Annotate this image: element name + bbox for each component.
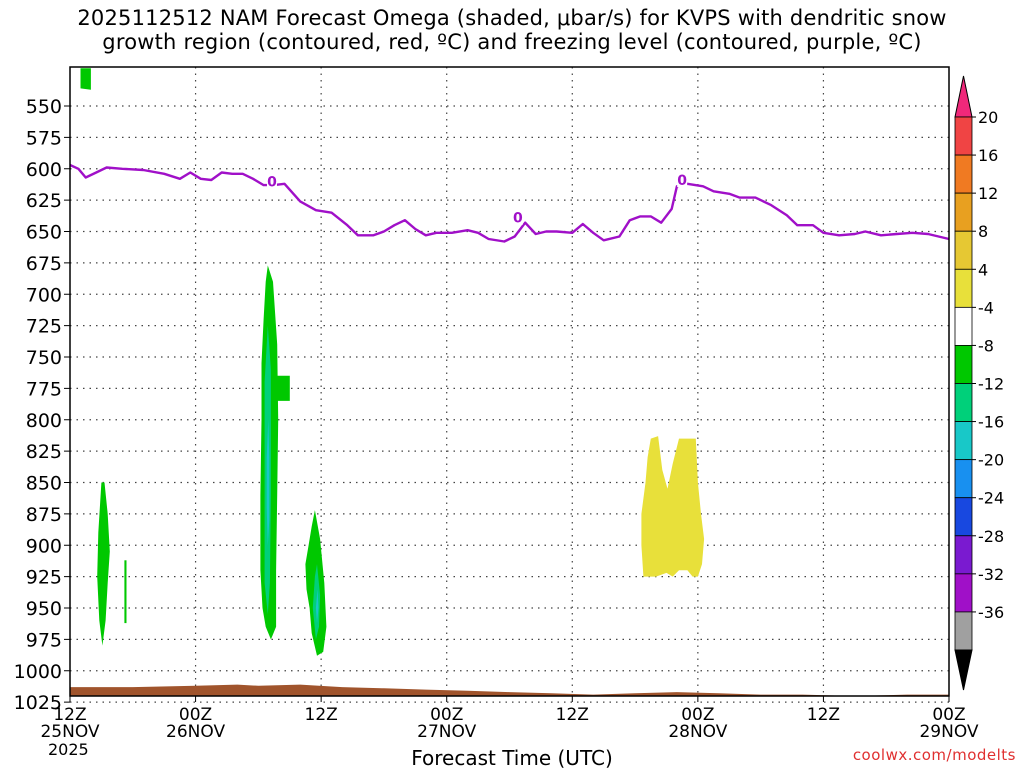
colorbar-label: -32 (978, 565, 1004, 584)
x-tick-label: 12Z (53, 705, 86, 725)
colorbar-label: 12 (978, 184, 998, 203)
colorbar-label: -24 (978, 489, 1004, 508)
colorbar-label: 16 (978, 146, 998, 165)
colorbar-segment (954, 535, 973, 575)
contour-label-bg (266, 173, 277, 189)
omega-region (315, 589, 319, 624)
colorbar-top-arrow (954, 75, 973, 118)
y-tick-label: 1000 (14, 661, 62, 683)
contour-label-bg (677, 172, 688, 188)
y-tick-label: 950 (26, 598, 62, 620)
freezing-level-contour-label: 0 (267, 174, 277, 190)
colorbar-segment (954, 497, 973, 537)
colorbar-label: 20 (978, 108, 998, 127)
colorbar: 20 16 12 8 4 -4 -8 -12 -16 -20 -24 -28 -32 -36 (954, 75, 1004, 691)
colorbar-segment (954, 611, 973, 651)
colorbar-segment (954, 116, 973, 156)
chart-title-line1: 2025112512 NAM Forecast Omega (shaded, μ… (77, 6, 947, 30)
credit-link[interactable]: coolwx.com/modelts (852, 746, 1016, 764)
colorbar-label: -16 (978, 413, 1004, 432)
colorbar-segment (954, 573, 973, 613)
y-tick-label: 925 (26, 567, 62, 589)
terrain-area (70, 684, 949, 696)
y-tick-label: 550 (26, 96, 62, 118)
x-tick-date-label: 29NOV (919, 722, 978, 742)
colorbar-segment (954, 268, 973, 308)
omega-region (276, 375, 290, 401)
x-tick-label: 00Z (932, 705, 965, 725)
y-tick-label: 650 (26, 222, 62, 244)
x-tick-label: 00Z (430, 705, 463, 725)
colorbar-segment (954, 230, 973, 270)
y-tick-label: 875 (26, 504, 62, 526)
freezing-level-contour-label: 0 (513, 211, 523, 227)
colorbar-label: -12 (978, 375, 1004, 394)
freezing-level-contour: 0 0 0 (69, 163, 950, 243)
y-tick-label: 625 (26, 190, 62, 212)
x-tick-label: 12Z (807, 705, 840, 725)
y-tick-label: 750 (26, 347, 62, 369)
chart-title-line2: growth region (contoured, red, ºC) and f… (102, 30, 922, 54)
y-axis: 550 575 600 625 650 675 700 725 750 775 800 825 850 8… (14, 96, 70, 714)
terrain-fill (70, 684, 949, 696)
y-tick-label: 600 (26, 159, 62, 181)
colorbar-bottom-arrow (954, 649, 973, 691)
y-tick-label: 725 (26, 316, 62, 338)
plot-frame (69, 66, 950, 697)
y-tick-label: 1025 (14, 692, 62, 714)
omega-region (124, 560, 127, 624)
x-tick-label: 12Z (305, 705, 338, 725)
contour-label-bg (512, 209, 523, 225)
x-tick-date-label: 26NOV (166, 722, 225, 742)
year-label: 2025 (48, 740, 89, 759)
colorbar-label: -28 (978, 527, 1004, 546)
colorbar-label: -20 (978, 451, 1004, 470)
freezing-level-line (69, 163, 950, 243)
x-tick-date-label: 27NOV (417, 722, 476, 742)
x-tick-label: 00Z (179, 705, 212, 725)
y-tick-label: 900 (26, 535, 62, 557)
omega-region (80, 68, 91, 90)
y-tick-label: 975 (26, 629, 62, 651)
y-tick-label: 825 (26, 441, 62, 463)
colorbar-label: -4 (978, 298, 994, 317)
x-tick-date-label: 28NOV (668, 722, 727, 742)
y-tick-label: 675 (26, 253, 62, 275)
colorbar-label: -8 (978, 336, 994, 355)
chart-title: 2025112512 NAM Forecast Omega (shaded, μ… (0, 6, 1024, 54)
colorbar-segment (954, 192, 973, 232)
y-tick-label: 700 (26, 284, 62, 306)
y-tick-label: 850 (26, 473, 62, 495)
gridlines (70, 67, 949, 703)
colorbar-segment (954, 345, 973, 384)
x-tick-label: 00Z (681, 705, 714, 725)
colorbar-label: -36 (978, 603, 1004, 622)
colorbar-segment (954, 421, 973, 461)
y-tick-label: 775 (26, 378, 62, 400)
y-tick-label: 800 (26, 410, 62, 432)
omega-region (641, 436, 705, 577)
omega-region (266, 419, 270, 546)
x-tick-label: 12Z (556, 705, 589, 725)
colorbar-segment (954, 459, 973, 499)
colorbar-segment (954, 383, 973, 422)
colorbar-label: 8 (978, 222, 988, 241)
y-tick-label: 575 (26, 127, 62, 149)
omega-shading (80, 68, 705, 656)
omega-region (97, 482, 110, 646)
freezing-level-contour-label: 0 (677, 173, 687, 189)
x-axis-label: Forecast Time (UTC) (411, 746, 613, 770)
x-tick-date-label: 25NOV (40, 722, 99, 742)
colorbar-segment (954, 306, 973, 346)
colorbar-label: 4 (978, 260, 988, 279)
colorbar-segment (954, 154, 973, 194)
